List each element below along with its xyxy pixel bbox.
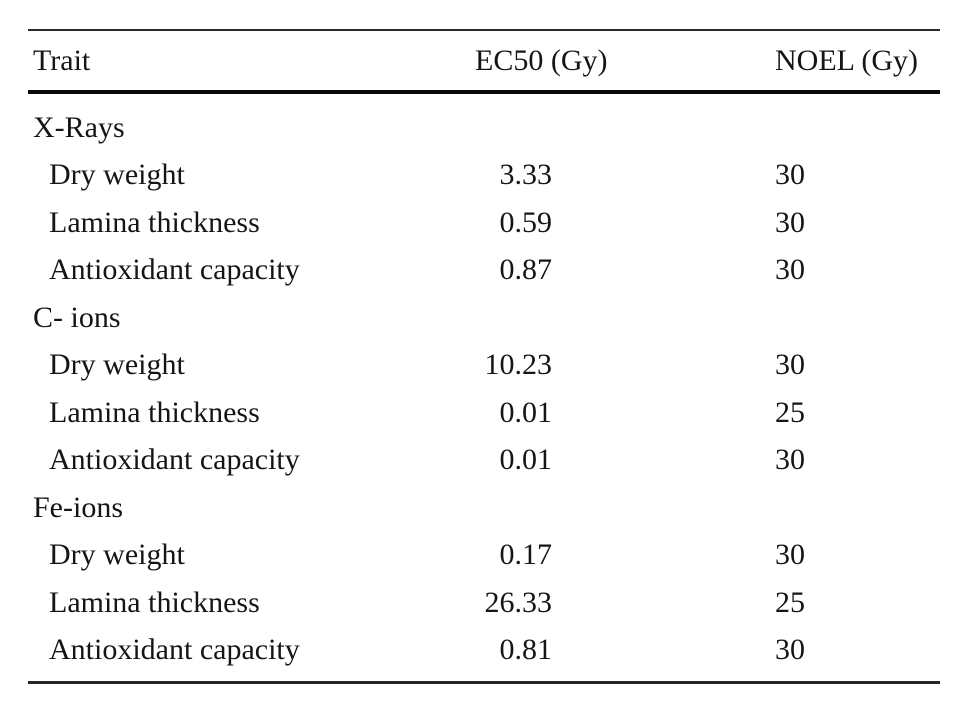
column-header-ec50: EC50 (Gy) <box>475 43 608 77</box>
trait-cell: Antioxidant capacity <box>49 253 300 287</box>
ec50-cell: 0.01 <box>499 443 553 477</box>
table-row: Lamina thickness 26.33 25 <box>28 579 940 627</box>
ec50-cell: 0.17 <box>499 538 553 572</box>
ec50-cell: 26.33 <box>484 585 553 619</box>
ec50-cell: 0.87 <box>499 253 553 287</box>
table-top-rule <box>28 29 940 31</box>
trait-cell: Lamina thickness <box>49 585 260 619</box>
noel-cell: 30 <box>775 253 805 287</box>
noel-cell: 30 <box>775 633 805 667</box>
table-row: Antioxidant capacity 0.01 30 <box>28 437 940 485</box>
ec50-cell: 0.81 <box>499 633 553 667</box>
table-row: Dry weight 3.33 30 <box>28 152 940 200</box>
trait-cell: Antioxidant capacity <box>49 443 300 477</box>
group-label: X-Rays <box>33 110 125 144</box>
table-row: Dry weight 0.17 30 <box>28 532 940 580</box>
noel-cell: 30 <box>775 158 805 192</box>
noel-cell: 25 <box>775 395 805 429</box>
trait-cell: Lamina thickness <box>49 205 260 239</box>
group-label: Fe-ions <box>33 490 123 524</box>
trait-cell: Lamina thickness <box>49 395 260 429</box>
trait-cell: Antioxidant capacity <box>49 633 300 667</box>
trait-cell: Dry weight <box>49 158 185 192</box>
ec50-cell: 3.33 <box>499 158 553 192</box>
column-header-trait: Trait <box>33 43 91 77</box>
column-header-noel: NOEL (Gy) <box>775 43 919 77</box>
noel-cell: 30 <box>775 443 805 477</box>
table-row: Lamina thickness 0.01 25 <box>28 389 940 437</box>
header-separator-rule <box>28 90 940 94</box>
group-label: C- ions <box>33 300 121 334</box>
noel-cell: 30 <box>775 348 805 382</box>
ec50-cell: 10.23 <box>484 348 553 382</box>
ec50-cell: 0.59 <box>499 205 553 239</box>
group-row: X-Rays <box>28 104 940 152</box>
noel-cell: 30 <box>775 538 805 572</box>
trait-cell: Dry weight <box>49 348 185 382</box>
table-row: Lamina thickness 0.59 30 <box>28 199 940 247</box>
noel-cell: 25 <box>775 585 805 619</box>
group-row: Fe-ions <box>28 484 940 532</box>
ec50-cell: 0.01 <box>499 395 553 429</box>
trait-cell: Dry weight <box>49 538 185 572</box>
table-header-row: Trait EC50 (Gy) NOEL (Gy) <box>28 31 940 90</box>
group-row: C- ions <box>28 294 940 342</box>
table-bottom-rule <box>28 681 940 684</box>
table-row: Antioxidant capacity 0.81 30 <box>28 627 940 675</box>
table-row: Antioxidant capacity 0.87 30 <box>28 247 940 295</box>
results-table: Trait EC50 (Gy) NOEL (Gy) X-Rays Dry weig… <box>28 29 940 684</box>
table-row: Dry weight 10.23 30 <box>28 342 940 390</box>
noel-cell: 30 <box>775 205 805 239</box>
table-body: X-Rays Dry weight 3.33 30 Lamina thickness 0.… <box>28 94 940 681</box>
